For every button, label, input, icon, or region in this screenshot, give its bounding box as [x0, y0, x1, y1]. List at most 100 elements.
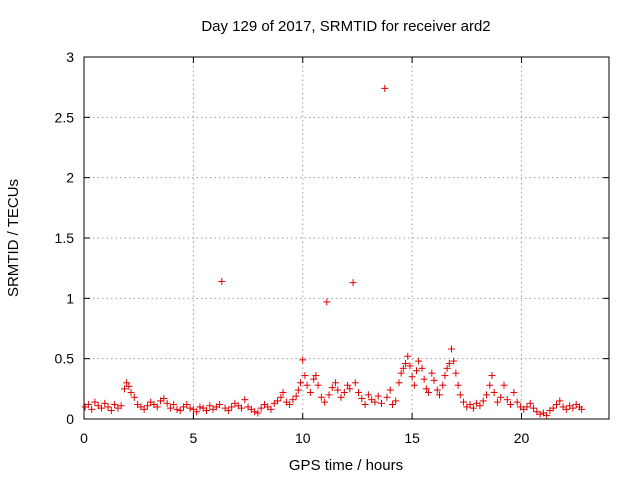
data-point	[435, 391, 443, 399]
data-point	[289, 396, 297, 404]
data-point	[513, 398, 521, 406]
data-point	[569, 404, 577, 412]
data-point	[254, 409, 262, 417]
data-point	[361, 401, 369, 409]
data-point	[381, 84, 389, 92]
data-point	[183, 401, 191, 409]
data-point	[306, 388, 314, 396]
data-point	[439, 381, 447, 389]
y-tick-label: 3	[66, 49, 74, 65]
data-point	[346, 385, 354, 393]
y-tick-label: 0	[66, 411, 74, 427]
data-point	[476, 402, 484, 410]
data-point	[203, 407, 210, 415]
x-tick-label: 15	[404, 430, 420, 446]
x-tick-label: 5	[189, 430, 197, 446]
data-point	[130, 393, 138, 401]
data-point	[299, 356, 307, 364]
data-point	[448, 345, 455, 353]
data-point	[224, 407, 232, 415]
data-point	[510, 388, 518, 396]
data-point	[193, 408, 201, 416]
data-point	[578, 405, 586, 413]
data-point	[91, 398, 99, 406]
data-point	[408, 373, 416, 381]
data-point	[251, 408, 259, 416]
data-point	[530, 404, 538, 412]
data-point	[323, 298, 331, 306]
data-point	[488, 372, 496, 380]
data-point	[493, 398, 501, 406]
y-tick-label: 1	[66, 290, 74, 306]
data-point	[238, 404, 245, 412]
data-point	[395, 379, 403, 387]
data-point	[549, 404, 557, 412]
data-point	[125, 382, 133, 390]
data-point	[503, 396, 511, 404]
data-point	[562, 405, 570, 413]
data-point	[483, 391, 490, 399]
data-points	[81, 84, 586, 419]
data-point	[413, 367, 420, 375]
data-point	[497, 393, 505, 401]
data-point	[143, 402, 151, 410]
data-point	[383, 393, 391, 401]
data-point	[163, 399, 171, 407]
data-point	[553, 401, 560, 409]
data-point	[378, 399, 385, 407]
data-point	[420, 375, 428, 383]
data-point	[170, 401, 178, 409]
data-point	[500, 381, 508, 389]
data-point	[173, 405, 181, 413]
data-point	[301, 372, 309, 380]
data-point	[351, 379, 359, 387]
data-point	[218, 277, 226, 285]
data-point	[317, 393, 325, 401]
data-point	[334, 386, 342, 394]
data-point	[507, 401, 515, 409]
data-point	[543, 411, 551, 419]
data-point	[241, 396, 249, 404]
data-point	[107, 407, 115, 415]
data-point	[523, 403, 531, 411]
data-point	[228, 403, 236, 411]
data-point	[101, 399, 109, 407]
data-point	[140, 405, 148, 413]
data-point	[355, 388, 363, 396]
data-point	[486, 381, 494, 389]
data-point	[490, 388, 498, 396]
data-point	[123, 379, 131, 387]
data-point	[460, 398, 468, 406]
data-point	[428, 369, 436, 377]
y-axis-label: SRMTID / TECUs	[5, 179, 22, 297]
data-point	[286, 401, 294, 409]
data-point	[441, 372, 449, 380]
y-tick-label: 2	[66, 170, 74, 186]
data-point	[279, 388, 287, 396]
data-point	[344, 381, 352, 389]
data-point	[153, 403, 161, 411]
y-tick-label: 0.5	[55, 351, 75, 367]
data-point	[274, 397, 282, 405]
data-point	[430, 376, 438, 384]
data-point	[277, 393, 285, 401]
data-point	[399, 364, 407, 372]
data-point	[216, 401, 224, 409]
data-point	[206, 402, 214, 410]
data-point	[332, 379, 340, 387]
data-point	[536, 410, 544, 418]
y-tick-label: 2.5	[55, 109, 75, 125]
data-point	[456, 391, 464, 399]
data-point	[267, 405, 275, 413]
data-point	[406, 362, 414, 370]
data-point	[358, 394, 366, 402]
data-point	[418, 364, 426, 372]
data-point	[374, 392, 382, 400]
data-point	[386, 386, 394, 394]
data-point	[297, 379, 305, 387]
data-point	[364, 391, 372, 399]
x-axis-label: GPS time / hours	[289, 457, 403, 474]
data-point	[454, 381, 462, 389]
x-tick-label: 10	[295, 430, 311, 446]
